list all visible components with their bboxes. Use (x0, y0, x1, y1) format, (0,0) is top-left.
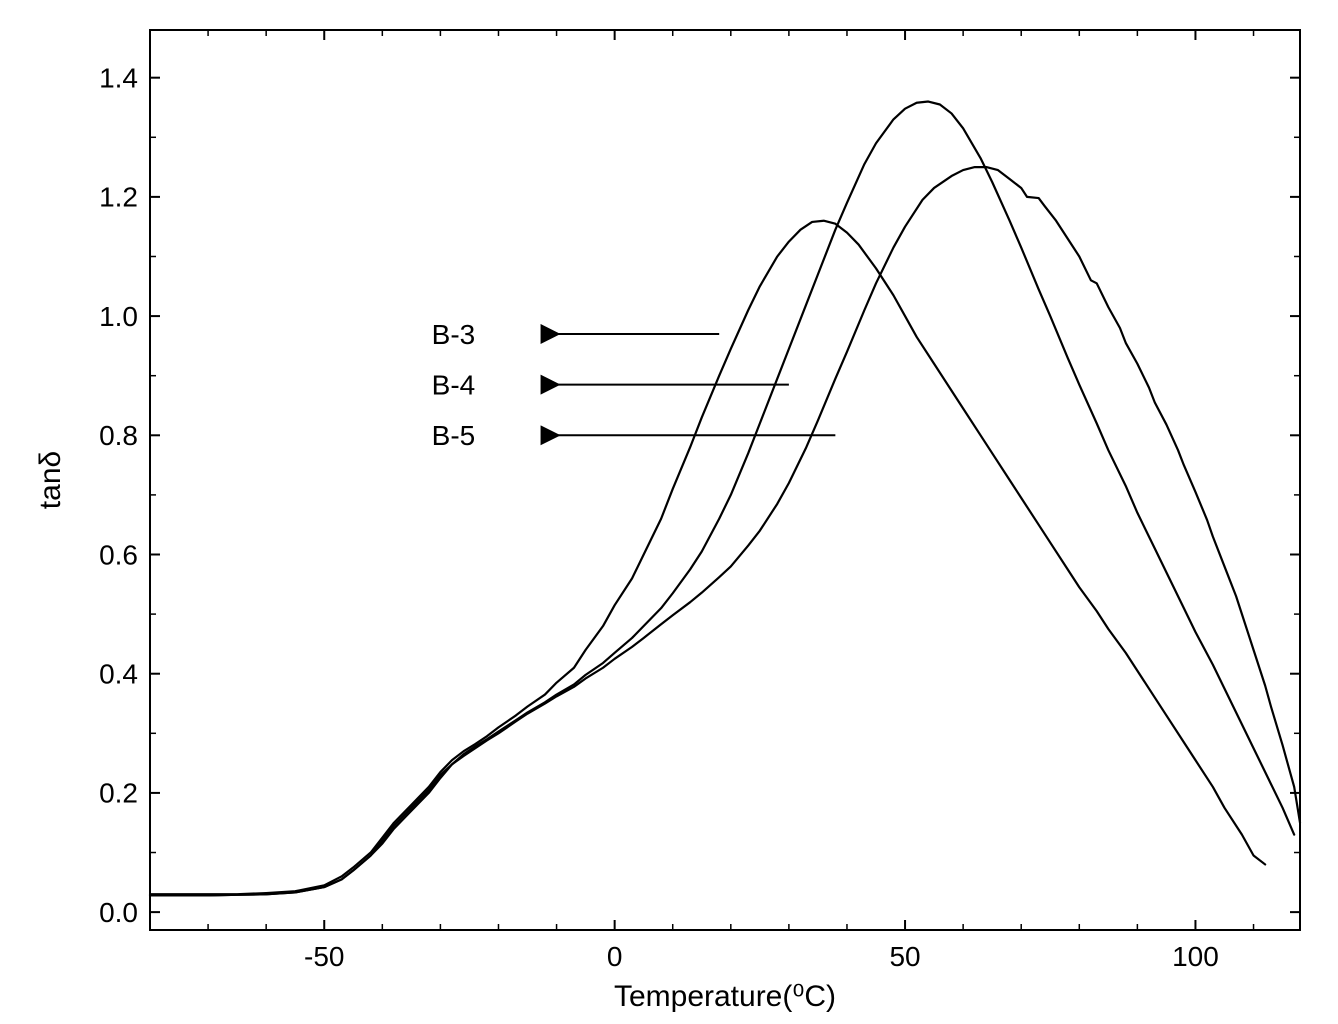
line-chart: -50 0 50 100 0.0 0.2 0.4 0.6 0.8 1.0 1.2 1.4 Tempera… (0, 0, 1338, 1024)
svg-text:0.8: 0.8 (99, 420, 138, 451)
x-axis-label: Temperature(⁰C) (614, 980, 836, 1013)
svg-text:0.4: 0.4 (99, 659, 138, 690)
svg-text:100: 100 (1172, 941, 1219, 972)
svg-text:1.4: 1.4 (99, 62, 138, 93)
annotation-label-B-5: B-5 (432, 420, 476, 451)
svg-text:0: 0 (607, 941, 623, 972)
chart-container: -50 0 50 100 0.0 0.2 0.4 0.6 0.8 1.0 1.2 1.4 Tempera… (0, 0, 1338, 1024)
y-axis-label: tanδ (34, 451, 67, 509)
svg-text:50: 50 (889, 941, 920, 972)
svg-text:0.0: 0.0 (99, 897, 138, 928)
svg-text:-50: -50 (304, 941, 344, 972)
annotation-label-B-4: B-4 (432, 369, 476, 400)
svg-text:0.6: 0.6 (99, 539, 138, 570)
annotation-label-B-3: B-3 (432, 319, 476, 350)
svg-text:1.0: 1.0 (99, 301, 138, 332)
svg-text:0.2: 0.2 (99, 778, 138, 809)
svg-text:1.2: 1.2 (99, 182, 138, 213)
